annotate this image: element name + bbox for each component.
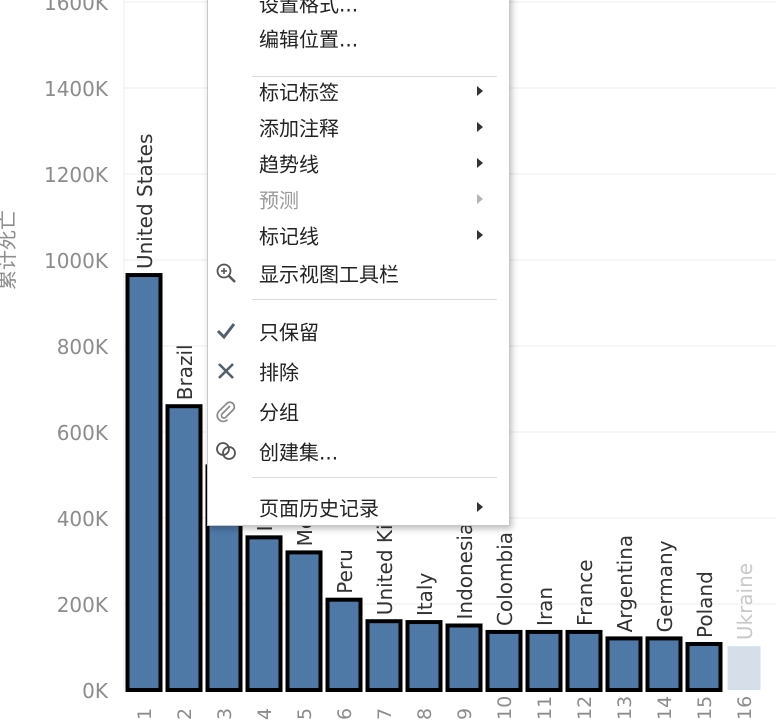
menu-item[interactable]: 设置格式... bbox=[208, 0, 509, 20]
create-set-icon bbox=[214, 439, 238, 463]
y-tick-label: 1000K bbox=[44, 249, 109, 273]
bar[interactable] bbox=[445, 623, 483, 692]
menu-item[interactable]: 分组 bbox=[208, 394, 509, 428]
bar-label: Italy bbox=[413, 573, 437, 617]
menu-item[interactable]: 页面历史记录 bbox=[208, 490, 509, 524]
menu-item-label: 趋势线 bbox=[259, 152, 319, 177]
x-tick-label: 4 bbox=[254, 708, 276, 720]
bar-label: Germany bbox=[653, 540, 677, 632]
bar[interactable] bbox=[565, 629, 603, 693]
menu-item-label: 分组 bbox=[259, 400, 299, 425]
bar[interactable] bbox=[645, 636, 683, 693]
bar[interactable] bbox=[727, 646, 761, 690]
x-axis: 1 2 3 4 5 6 7 8 9 10 11 12 13 14 15 16 bbox=[134, 696, 756, 720]
y-tick-label: 600K bbox=[57, 421, 109, 445]
bar[interactable] bbox=[325, 597, 363, 693]
x-tick-label: 16 bbox=[734, 696, 756, 720]
bar[interactable] bbox=[125, 273, 163, 692]
menu-item-label: 显示视图工具栏 bbox=[259, 262, 399, 287]
bar-label: France bbox=[573, 559, 597, 626]
bar-label: United States bbox=[133, 134, 157, 269]
bar[interactable] bbox=[365, 619, 403, 693]
x-tick-label: 9 bbox=[454, 708, 476, 720]
x-tick-label: 5 bbox=[294, 708, 316, 720]
zoom-in-icon bbox=[214, 261, 238, 285]
bar[interactable] bbox=[485, 629, 523, 693]
bars[interactable] bbox=[125, 273, 761, 693]
x-tick-label: 8 bbox=[414, 708, 436, 720]
menu-separator bbox=[252, 299, 497, 300]
y-tick-label: 1400K bbox=[44, 77, 109, 101]
x-tick-label: 13 bbox=[614, 696, 636, 720]
menu-item-label: 页面历史记录 bbox=[259, 496, 379, 521]
bar-label: Peru bbox=[333, 549, 357, 594]
submenu-arrow-icon bbox=[477, 158, 483, 168]
bar[interactable] bbox=[165, 404, 203, 692]
paperclip-icon bbox=[214, 399, 238, 423]
submenu-arrow-icon bbox=[477, 502, 483, 512]
bar[interactable] bbox=[245, 535, 283, 692]
x-tick-label: 11 bbox=[534, 696, 556, 720]
menu-item[interactable]: 标记标签 bbox=[208, 74, 509, 108]
menu-item-label: 排除 bbox=[259, 360, 299, 385]
menu-item[interactable]: 趋势线 bbox=[208, 146, 509, 180]
menu-item[interactable]: 创建集... bbox=[208, 434, 509, 468]
menu-item[interactable]: 排除 bbox=[208, 354, 509, 388]
x-tick-label: 6 bbox=[334, 708, 356, 720]
menu-item-label: 添加注释 bbox=[259, 116, 339, 141]
menu-item-label: 编辑位置... bbox=[259, 27, 359, 52]
bar[interactable] bbox=[525, 629, 563, 693]
menu-item[interactable]: 添加注释 bbox=[208, 110, 509, 144]
x-tick-label: 7 bbox=[374, 708, 396, 720]
x-tick-label: 1 bbox=[134, 708, 156, 720]
menu-item[interactable]: 编辑位置... bbox=[208, 21, 509, 55]
menu-item[interactable]: 只保留 bbox=[208, 314, 509, 348]
x-tick-label: 3 bbox=[214, 708, 236, 720]
menu-item[interactable]: 显示视图工具栏 bbox=[208, 256, 509, 290]
x-tick-label: 10 bbox=[494, 696, 516, 720]
submenu-arrow-icon bbox=[477, 86, 483, 96]
menu-item-label: 标记标签 bbox=[259, 80, 339, 105]
menu-item-label: 设置格式... bbox=[259, 0, 359, 17]
bar-label: Indonesia bbox=[453, 523, 477, 620]
y-tick-label: 0K bbox=[82, 679, 109, 703]
bar-label: Iran bbox=[533, 587, 557, 626]
submenu-arrow-icon bbox=[477, 194, 483, 204]
bar[interactable] bbox=[405, 620, 443, 692]
menu-item[interactable]: 标记线 bbox=[208, 218, 509, 252]
submenu-arrow-icon bbox=[477, 230, 483, 240]
y-tick-label: 400K bbox=[57, 507, 109, 531]
context-menu[interactable]: 设置格式... 编辑位置... 标记标签添加注释趋势线预测标记线显示视图工具栏 只保留… bbox=[207, 0, 510, 526]
bar-label: Brazil bbox=[173, 344, 197, 400]
submenu-arrow-icon bbox=[477, 122, 483, 132]
bar-label: Colombia bbox=[493, 532, 517, 626]
bar-label: Argentina bbox=[613, 535, 637, 633]
bar-label: Poland bbox=[693, 571, 717, 638]
bar-label: Ukraine bbox=[733, 563, 757, 640]
menu-item-label: 预测 bbox=[259, 188, 299, 213]
bar[interactable] bbox=[285, 550, 323, 693]
x-tick-label: 12 bbox=[574, 696, 596, 720]
y-axis: 0K 200K 400K 600K 800K 1000K 1200K 1400K 1600K bbox=[44, 0, 109, 703]
x-tick-label: 2 bbox=[174, 708, 196, 720]
y-axis-label: 累计死亡 bbox=[0, 210, 19, 290]
bar[interactable] bbox=[605, 636, 643, 693]
y-tick-label: 1600K bbox=[44, 0, 109, 15]
x-tick-label: 14 bbox=[654, 696, 676, 720]
menu-separator bbox=[252, 477, 497, 478]
menu-item-label: 标记线 bbox=[259, 224, 319, 249]
y-tick-label: 1200K bbox=[44, 163, 109, 187]
y-tick-label: 200K bbox=[57, 593, 109, 617]
menu-item: 预测 bbox=[208, 182, 509, 216]
menu-item-label: 只保留 bbox=[259, 320, 319, 345]
y-tick-label: 800K bbox=[57, 335, 109, 359]
bar[interactable] bbox=[685, 641, 723, 692]
menu-separator bbox=[252, 76, 497, 77]
close-icon bbox=[214, 359, 238, 383]
menu-item-label: 创建集... bbox=[259, 440, 339, 465]
x-tick-label: 15 bbox=[694, 696, 716, 720]
check-icon bbox=[214, 319, 238, 343]
